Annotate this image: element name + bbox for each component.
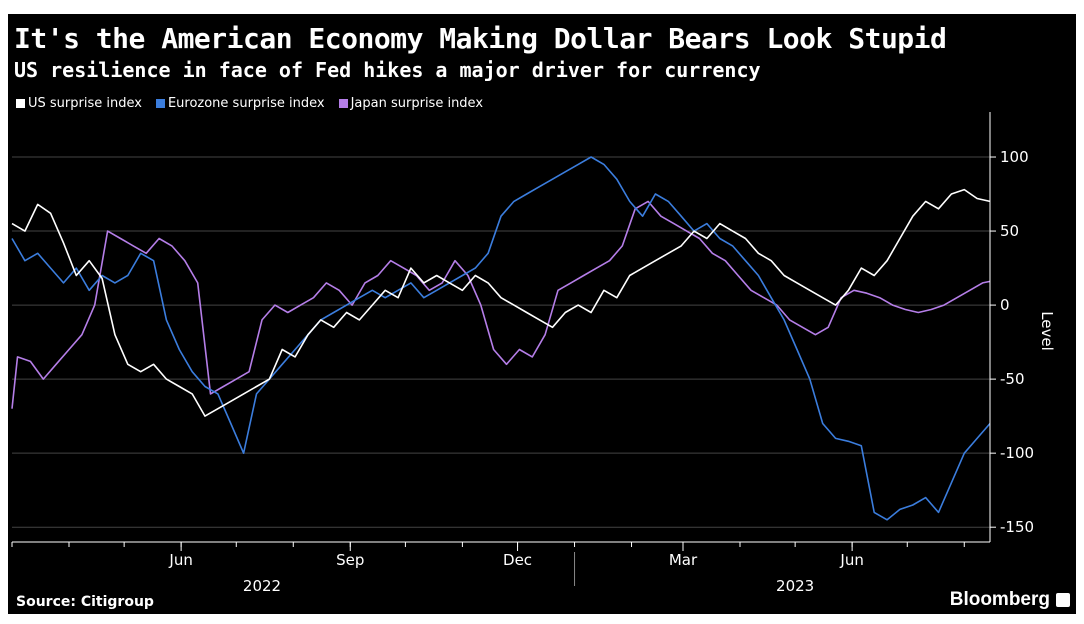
x-tick-label: Mar bbox=[669, 551, 698, 569]
y-tick-label: 100 bbox=[1000, 148, 1029, 166]
x-tick-label: Jun bbox=[839, 551, 863, 569]
legend-label-japan: Japan surprise index bbox=[350, 96, 484, 111]
series-line-us bbox=[11, 188, 991, 417]
legend: US surprise index Eurozone surprise inde… bbox=[16, 96, 483, 111]
series-line-eurozone bbox=[11, 156, 991, 521]
legend-label-us: US surprise index bbox=[28, 96, 142, 111]
legend-swatch-us bbox=[16, 99, 25, 108]
x-tick-label: Jun bbox=[168, 551, 192, 569]
line-layer bbox=[11, 156, 991, 521]
y-tick-label: 0 bbox=[1000, 296, 1010, 314]
x-tick-label: Dec bbox=[503, 551, 532, 569]
legend-item-us: US surprise index bbox=[16, 96, 142, 111]
y-axis-title: Level bbox=[1038, 311, 1056, 351]
axis-layer: 100 50 0 -50 -100 -150 Level Jun Sep Dec Mar Jun 202… bbox=[11, 112, 1056, 595]
year-label: 2022 bbox=[243, 577, 281, 595]
legend-swatch-eurozone bbox=[155, 99, 165, 108]
series-line-japan bbox=[11, 200, 991, 409]
brand-name: Bloomberg bbox=[949, 589, 1050, 610]
y-tick-label: -50 bbox=[1000, 370, 1025, 388]
grid-layer bbox=[12, 156, 990, 528]
y-tick-label: -100 bbox=[1000, 444, 1034, 462]
y-tick-label: -150 bbox=[1000, 518, 1034, 536]
brand-logo: Bloomberg bbox=[950, 589, 1070, 611]
source-note: Source: Citigroup bbox=[16, 594, 154, 610]
legend-item-eurozone: Eurozone surprise index bbox=[155, 96, 325, 111]
year-label: 2023 bbox=[776, 577, 814, 595]
legend-swatch-japan bbox=[338, 99, 348, 108]
chart-frame: It's the American Economy Making Dollar … bbox=[8, 14, 1076, 614]
line-chart: 100 50 0 -50 -100 -150 Level Jun Sep Dec Mar Jun 202… bbox=[11, 112, 1056, 595]
chart-title: It's the American Economy Making Dollar … bbox=[14, 22, 947, 55]
bloomberg-terminal-icon bbox=[1056, 593, 1070, 607]
legend-label-eurozone: Eurozone surprise index bbox=[167, 96, 325, 111]
legend-item-japan: Japan surprise index bbox=[338, 96, 484, 111]
y-tick-label: 50 bbox=[1000, 222, 1019, 240]
x-tick-label: Sep bbox=[336, 551, 364, 569]
chart-subtitle: US resilience in face of Fed hikes a maj… bbox=[14, 58, 761, 82]
